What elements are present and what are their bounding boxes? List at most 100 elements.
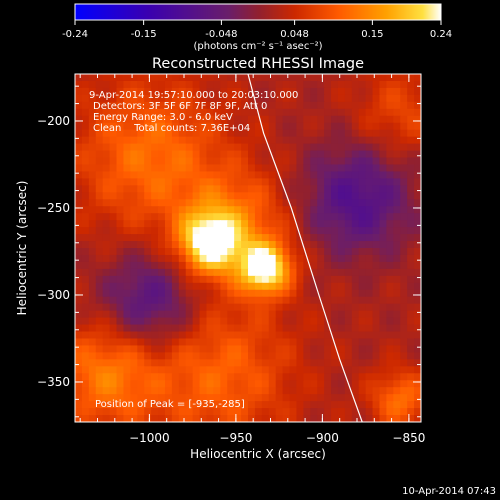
- heatmap-cell: [400, 310, 408, 319]
- heatmap-cell: [344, 206, 353, 214]
- heatmap-cell: [88, 254, 97, 263]
- heatmap-cell: [289, 129, 298, 138]
- heatmap-cell: [158, 401, 166, 409]
- heatmap-cell: [81, 178, 90, 186]
- heatmap-cell: [144, 94, 152, 103]
- heatmap-cell: [324, 310, 332, 319]
- heatmap-cell: [192, 394, 201, 402]
- heatmap-cell: [95, 401, 104, 409]
- heatmap-cell: [282, 359, 291, 367]
- heatmap-cell: [81, 164, 90, 173]
- heatmap-cell: [261, 324, 270, 333]
- heatmap-cell: [220, 254, 228, 263]
- heatmap-cell: [241, 87, 249, 96]
- heatmap-cell: [185, 122, 194, 131]
- heatmap-cell: [109, 115, 118, 124]
- heatmap-cell: [344, 331, 353, 340]
- heatmap-cell: [303, 115, 311, 124]
- heatmap-cell: [102, 157, 111, 166]
- heatmap-cell: [158, 87, 166, 96]
- heatmap-cell: [158, 359, 166, 367]
- heatmap-cell: [414, 150, 421, 159]
- heatmap-cell: [206, 324, 214, 333]
- heatmap-cell: [386, 122, 394, 131]
- heatmap-cell: [137, 248, 145, 256]
- heatmap-cell: [365, 150, 374, 159]
- heatmap-cell: [220, 199, 228, 207]
- heatmap-cell: [310, 338, 318, 347]
- heatmap-cell: [227, 122, 235, 131]
- heatmap-cell: [227, 324, 235, 333]
- heatmap-cell: [414, 227, 421, 235]
- heatmap-cell: [123, 164, 131, 173]
- heatmap-cell: [337, 227, 346, 235]
- heatmap-cell: [393, 143, 401, 152]
- heatmap-cell: [275, 261, 284, 270]
- heatmap-cell: [137, 164, 145, 173]
- heatmap-cell: [234, 387, 242, 395]
- heatmap-cell: [151, 87, 159, 96]
- heatmap-cell: [171, 234, 180, 242]
- heatmap-cell: [178, 157, 187, 166]
- heatmap-cell: [282, 115, 291, 124]
- heatmap-cell: [400, 289, 408, 298]
- heatmap-cell: [144, 87, 152, 96]
- heatmap-cell: [268, 352, 277, 360]
- heatmap-cell: [241, 157, 249, 166]
- heatmap-cell: [95, 366, 104, 374]
- heatmap-cell: [379, 324, 387, 333]
- heatmap-cell: [372, 338, 381, 347]
- heatmap-cell: [151, 129, 159, 138]
- heatmap-cell: [95, 303, 104, 312]
- heatmap-cell: [109, 80, 118, 89]
- heatmap-cell: [185, 206, 194, 214]
- heatmap-cell: [206, 108, 214, 117]
- colorbar-gradient: [75, 4, 441, 20]
- heatmap-cell: [379, 352, 387, 360]
- heatmap-cell: [151, 366, 159, 374]
- heatmap-cell: [116, 143, 125, 152]
- heatmap-cell: [372, 171, 381, 179]
- heatmap-cell: [213, 338, 221, 347]
- heatmap-cell: [164, 380, 173, 388]
- heatmap-cell: [289, 408, 298, 416]
- heatmap-cell: [337, 185, 346, 193]
- heatmap-cell: [102, 206, 111, 214]
- heatmap-cell: [192, 122, 201, 131]
- heatmap-cell: [234, 213, 242, 221]
- x-axis-label: Heliocentric X (arcsec): [190, 447, 326, 461]
- heatmap-cell: [123, 129, 131, 138]
- heatmap-cell: [268, 241, 277, 249]
- heatmap-cell: [296, 338, 304, 347]
- heatmap-cell: [241, 108, 249, 117]
- heatmap-cell: [102, 310, 111, 319]
- heatmap-cell: [241, 74, 249, 82]
- heatmap-cell: [358, 220, 367, 228]
- heatmap-cell: [386, 171, 394, 179]
- heatmap-cell: [282, 317, 291, 326]
- heatmap-cell: [324, 178, 332, 186]
- heatmap-cell: [192, 331, 201, 340]
- heatmap-cell: [275, 345, 284, 353]
- heatmap-cell: [414, 324, 421, 333]
- heatmap-cell: [199, 268, 208, 277]
- heatmap-cell: [192, 178, 201, 186]
- heatmap-cell: [386, 345, 394, 353]
- heatmap-cell: [185, 380, 194, 388]
- heatmap-cell: [234, 80, 242, 89]
- heatmap-cell: [88, 115, 97, 124]
- heatmap-cell: [227, 178, 235, 186]
- heatmap-cell: [358, 352, 367, 360]
- heatmap-cell: [400, 282, 408, 291]
- heatmap-cell: [275, 192, 284, 200]
- heatmap-cell: [296, 380, 304, 388]
- heatmap-cell: [116, 401, 125, 409]
- heatmap-cell: [109, 178, 118, 186]
- heatmap-cell: [372, 282, 381, 291]
- heatmap-cell: [151, 268, 159, 277]
- heatmap-cell: [75, 359, 83, 367]
- heatmap-cell: [88, 157, 97, 166]
- heatmap-cell: [206, 157, 214, 166]
- heatmap-cell: [317, 164, 325, 173]
- heatmap-cell: [158, 408, 166, 416]
